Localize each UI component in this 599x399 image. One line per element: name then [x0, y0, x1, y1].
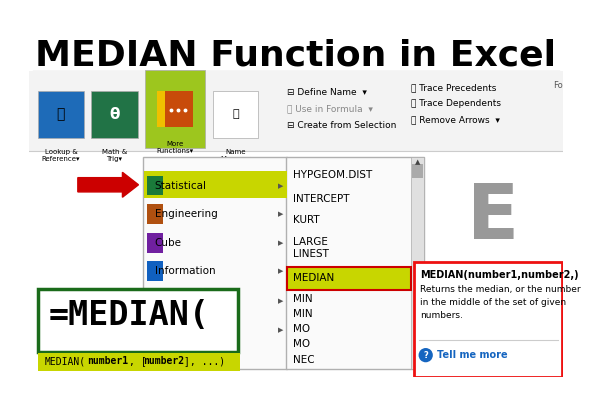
Text: LINEST: LINEST — [293, 249, 329, 259]
Text: MEDIAN Function in Excel: MEDIAN Function in Excel — [35, 38, 556, 73]
Text: numbers.: numbers. — [420, 312, 463, 320]
Text: Web: Web — [155, 325, 177, 335]
Text: Tell me more: Tell me more — [437, 350, 508, 360]
Text: ▶: ▶ — [277, 327, 283, 333]
Bar — [286, 157, 424, 369]
Text: MO: MO — [293, 324, 310, 334]
Text: MEDIAN: MEDIAN — [293, 273, 334, 283]
Text: Compatibility: Compatibility — [155, 296, 225, 306]
Text: MIN: MIN — [293, 294, 313, 304]
Text: in the middle of the set of given: in the middle of the set of given — [420, 298, 567, 307]
Text: ⊟ Create from Selection: ⊟ Create from Selection — [288, 120, 397, 130]
Text: Name
Manager: Name Manager — [220, 149, 251, 162]
Text: Math &
Trig▾: Math & Trig▾ — [102, 149, 127, 162]
Text: 🔍: 🔍 — [57, 107, 65, 121]
Text: number2: number2 — [143, 356, 184, 366]
Text: ⊟ Define Name  ▾: ⊟ Define Name ▾ — [288, 89, 367, 97]
Text: 🔣 Use in Formula  ▾: 🔣 Use in Formula ▾ — [288, 105, 373, 113]
Bar — [144, 172, 286, 198]
Text: ▶: ▶ — [277, 183, 283, 189]
Text: MIN: MIN — [293, 309, 313, 319]
Text: KURT: KURT — [293, 215, 319, 225]
Bar — [147, 233, 162, 253]
Text: number1: number1 — [87, 356, 128, 366]
Text: HYPGEOM.DIST: HYPGEOM.DIST — [293, 170, 372, 180]
Bar — [91, 91, 138, 138]
Bar — [414, 263, 562, 377]
Text: Formu: Formu — [553, 81, 580, 90]
Bar — [157, 91, 193, 127]
Text: ?: ? — [423, 351, 428, 359]
Bar — [147, 261, 162, 281]
Bar — [412, 164, 423, 178]
Bar — [147, 204, 162, 224]
Text: Information: Information — [155, 266, 215, 276]
Text: ▶: ▶ — [277, 268, 283, 274]
Text: ▶: ▶ — [277, 211, 283, 217]
Bar — [157, 91, 165, 127]
Bar — [147, 291, 162, 310]
Circle shape — [419, 348, 433, 362]
Text: NEC: NEC — [293, 355, 314, 365]
Bar — [147, 320, 162, 340]
Text: 🔗 Trace Precedents: 🔗 Trace Precedents — [410, 83, 496, 92]
Bar — [412, 157, 424, 369]
Text: Lookup &
Reference▾: Lookup & Reference▾ — [42, 149, 80, 162]
Bar — [29, 71, 563, 151]
Bar — [38, 91, 84, 138]
Bar — [38, 289, 238, 352]
Text: 📋: 📋 — [232, 109, 239, 119]
FancyArrow shape — [428, 266, 531, 291]
Text: 🔗 Remove Arrows  ▾: 🔗 Remove Arrows ▾ — [410, 115, 500, 124]
Text: ▲: ▲ — [415, 160, 420, 166]
Bar — [145, 70, 205, 148]
Text: Returns the median, or the number: Returns the median, or the number — [420, 284, 581, 294]
Text: MEDIAN(: MEDIAN( — [45, 356, 86, 366]
Text: LARGE: LARGE — [293, 237, 328, 247]
Bar — [143, 157, 288, 369]
Bar — [286, 267, 412, 290]
FancyArrow shape — [78, 172, 138, 197]
Text: Cube: Cube — [155, 238, 181, 248]
Text: INTERCEPT: INTERCEPT — [293, 194, 349, 204]
Text: More
Functions▾: More Functions▾ — [156, 141, 193, 154]
Bar — [38, 354, 240, 371]
Bar — [213, 91, 258, 138]
Text: , [: , [ — [129, 356, 146, 366]
Text: ▶: ▶ — [277, 298, 283, 304]
Text: MO: MO — [293, 340, 310, 350]
Text: Engineering: Engineering — [155, 209, 217, 219]
Bar — [147, 176, 162, 196]
Text: Statistical: Statistical — [155, 181, 207, 191]
Text: ], ...): ], ...) — [184, 356, 225, 366]
Text: E: E — [467, 181, 519, 255]
Text: MEDIAN(number1,number2,): MEDIAN(number1,number2,) — [420, 269, 579, 280]
Text: 🔗 Trace Dependents: 🔗 Trace Dependents — [410, 99, 501, 108]
Text: =MEDIAN(: =MEDIAN( — [49, 299, 210, 332]
Text: ▶: ▶ — [277, 240, 283, 246]
Text: θ: θ — [109, 107, 120, 122]
